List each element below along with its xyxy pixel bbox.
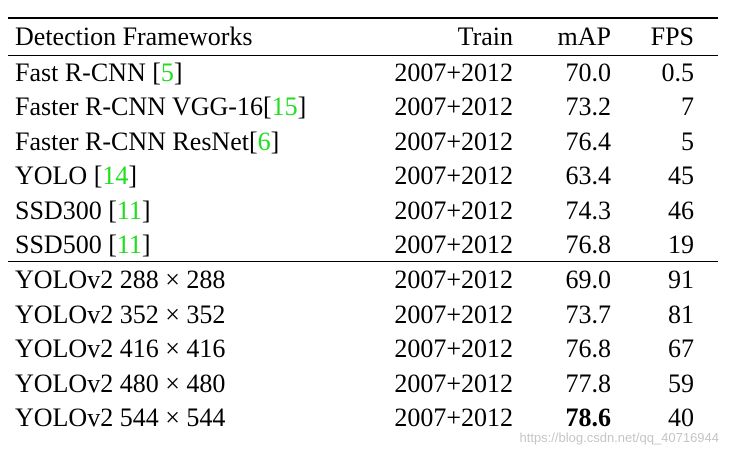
group-rule xyxy=(8,261,718,262)
name-text: YOLO [ xyxy=(15,161,103,191)
map-cell: 63.4 xyxy=(565,161,612,191)
framework-name: YOLOv2 544 × 544 xyxy=(15,403,225,433)
name-text: YOLOv2 544 × 544 xyxy=(15,403,226,433)
citation: 6 xyxy=(257,126,271,156)
framework-name: YOLOv2 352 × 352 xyxy=(15,300,225,330)
map-cell: 73.7 xyxy=(565,299,612,329)
train-cell: 2007+2012 xyxy=(394,265,513,294)
citation: 5 xyxy=(160,58,174,87)
name-text: YOLOv2 416 × 416 xyxy=(15,334,226,364)
train-cell: 2007+2012 xyxy=(394,368,513,398)
citation: 11 xyxy=(116,195,142,225)
citation: 15 xyxy=(271,92,298,122)
header-rule xyxy=(8,55,718,56)
framework-name: YOLOv2 416 × 416 xyxy=(15,334,225,364)
train-cell: 2007+2012 xyxy=(394,92,513,122)
train-cell: 2007+2012 xyxy=(394,230,513,259)
column-header: Train xyxy=(457,22,513,51)
map-cell: 70.0 xyxy=(565,58,612,87)
watermark: https://blog.csdn.net/qq_40716944 xyxy=(519,430,720,445)
train-cell: 2007+2012 xyxy=(394,403,513,433)
fps-cell: 7 xyxy=(681,92,694,122)
name-text: ] xyxy=(173,58,183,87)
train-cell: 2007+2012 xyxy=(394,126,513,156)
train-cell: 2007+2012 xyxy=(394,161,513,191)
name-text: SSD500 [ xyxy=(15,230,117,259)
name-text: YOLOv2 352 × 352 xyxy=(15,299,226,329)
name-text: ] xyxy=(128,161,138,191)
map-cell: 76.8 xyxy=(565,334,612,364)
fps-cell: 40 xyxy=(668,403,694,433)
train-cell: 2007+2012 xyxy=(394,334,513,364)
framework-name: Fast R-CNN [5] xyxy=(15,58,183,88)
column-header: Detection Frameworks xyxy=(15,22,253,51)
fps-cell: 19 xyxy=(668,230,694,259)
train-cell: 2007+2012 xyxy=(394,195,513,225)
name-text: ] xyxy=(141,195,151,225)
framework-name: Faster R-CNN VGG-16[15] xyxy=(15,92,306,122)
fps-cell: 46 xyxy=(668,195,694,225)
top-rule xyxy=(8,17,718,19)
map-cell: 76.4 xyxy=(565,126,612,156)
name-text: Faster R-CNN VGG-16[ xyxy=(15,92,272,122)
fps-cell: 67 xyxy=(668,334,694,364)
fps-cell: 0.5 xyxy=(661,58,695,87)
train-cell: 2007+2012 xyxy=(394,299,513,329)
citation: 14 xyxy=(102,161,129,191)
fps-cell: 45 xyxy=(668,161,694,191)
name-text: YOLOv2 288 × 288 xyxy=(15,265,226,294)
map-cell: 77.8 xyxy=(565,368,612,398)
map-cell: 76.8 xyxy=(565,230,612,259)
map-cell: 73.2 xyxy=(565,92,612,122)
name-text: ] xyxy=(297,92,307,122)
train-cell: 2007+2012 xyxy=(394,58,513,87)
framework-name: YOLOv2 480 × 480 xyxy=(15,369,225,399)
name-text: YOLOv2 480 × 480 xyxy=(15,368,226,398)
name-text: SSD300 [ xyxy=(15,195,117,225)
fps-cell: 59 xyxy=(668,368,694,398)
framework-name: SSD500 [11] xyxy=(15,230,151,260)
map-cell: 74.3 xyxy=(565,195,612,225)
name-text: ] xyxy=(141,230,151,259)
map-cell: 78.6 xyxy=(565,403,612,433)
framework-name: YOLOv2 288 × 288 xyxy=(15,265,225,295)
column-header: mAP xyxy=(557,22,611,51)
column-header: FPS xyxy=(650,22,694,51)
name-text: Fast R-CNN [ xyxy=(15,58,161,87)
framework-name: YOLO [14] xyxy=(15,161,137,191)
fps-cell: 91 xyxy=(668,265,694,294)
fps-cell: 81 xyxy=(668,299,694,329)
framework-name: Faster R-CNN ResNet[6] xyxy=(15,127,279,157)
citation: 11 xyxy=(116,230,142,259)
framework-name: SSD300 [11] xyxy=(15,196,151,226)
name-text: Faster R-CNN ResNet[ xyxy=(15,126,258,156)
map-cell: 69.0 xyxy=(565,265,612,294)
name-text: ] xyxy=(270,126,280,156)
fps-cell: 5 xyxy=(681,126,694,156)
